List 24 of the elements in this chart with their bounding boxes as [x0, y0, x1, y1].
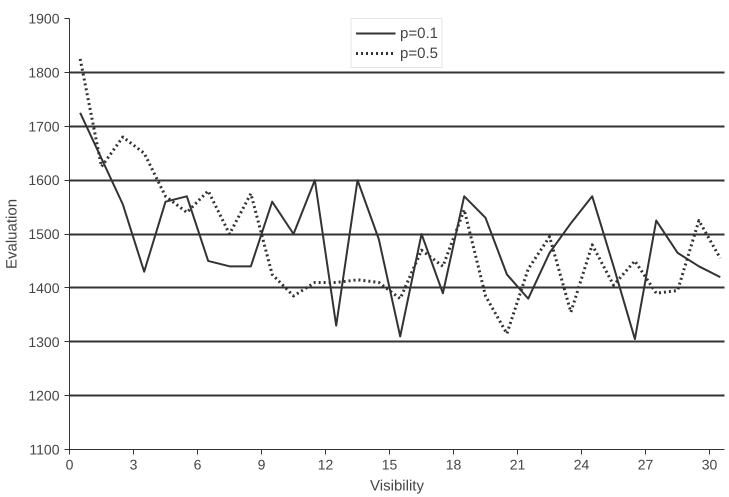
x-tick-label: 24: [574, 456, 590, 472]
y-tick-label: 1700: [28, 118, 60, 134]
x-axis-title: Visibility: [370, 478, 424, 494]
x-tick-label: 18: [446, 456, 462, 472]
y-tick-label: 1300: [28, 334, 60, 350]
x-tick-label: 27: [638, 456, 654, 472]
x-tick-label: 12: [318, 456, 334, 472]
x-tick-label: 3: [130, 456, 138, 472]
x-tick-label: 21: [510, 456, 526, 472]
y-tick-label: 1200: [28, 388, 60, 404]
x-tick-label: 9: [258, 456, 266, 472]
y-tick-label: 1800: [28, 64, 60, 80]
y-tick-label: 1600: [28, 172, 60, 188]
y-tick-label: 1900: [28, 10, 60, 26]
y-tick-label: 1400: [28, 280, 60, 296]
x-tick-label: 15: [382, 456, 398, 472]
y-tick-label: 1100: [29, 442, 60, 458]
y-tick-label: 1500: [28, 226, 60, 242]
x-tick-label: 0: [66, 456, 74, 472]
y-axis-title: Evaluation: [3, 198, 20, 270]
legend-label: p=0.5: [400, 44, 438, 62]
legend-label: p=0.1: [400, 24, 438, 42]
x-tick-label: 30: [702, 456, 718, 472]
x-tick-label: 6: [194, 456, 202, 472]
